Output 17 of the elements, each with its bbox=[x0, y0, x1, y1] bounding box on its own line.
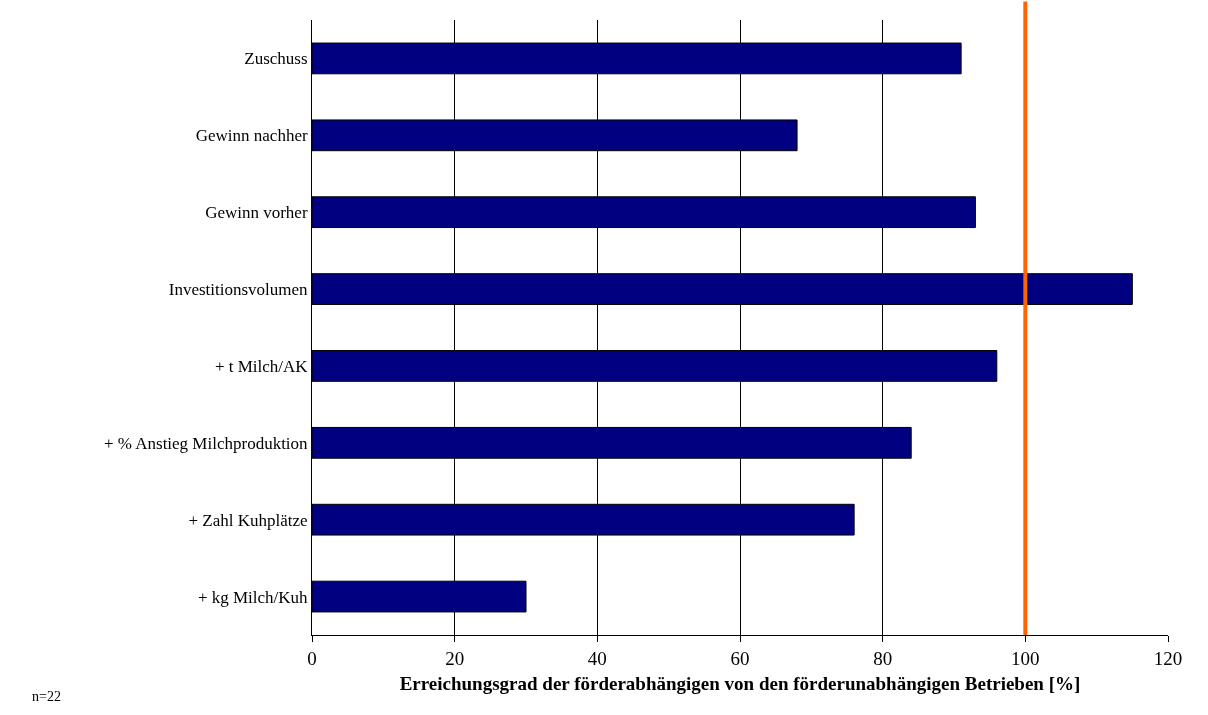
x-tick-label: 100 bbox=[1011, 647, 1040, 669]
x-axis-title: Erreichungsgrad der förderabhängigen von den förderunabhängigen Betrieben [%] bbox=[399, 672, 1081, 694]
text: n=22 bbox=[32, 689, 61, 704]
x-tick-label: 120 bbox=[1153, 647, 1183, 669]
x-tick-label: 0 bbox=[307, 647, 317, 669]
y-tick-label: Gewinn vorher bbox=[205, 203, 308, 223]
y-tick-label: + kg Milch/Kuh bbox=[197, 587, 309, 607]
x-tick-label: 60 bbox=[730, 647, 750, 669]
y-tick-label: + t Milch/AK bbox=[214, 356, 309, 376]
y-tick-label: Investitionsvolumen bbox=[168, 280, 309, 300]
y-tick-label: Zuschuss bbox=[244, 49, 308, 69]
y-tick-label: + Zahl Kuhplätze bbox=[188, 510, 308, 530]
x-tick-label: 20 bbox=[445, 647, 465, 669]
x-tick-label: 40 bbox=[587, 647, 607, 669]
y-tick-label: Gewinn nachher bbox=[195, 126, 308, 146]
y-tick-label: + % Anstieg Milchproduktion bbox=[103, 433, 309, 453]
x-tick-label: 80 bbox=[873, 647, 893, 669]
